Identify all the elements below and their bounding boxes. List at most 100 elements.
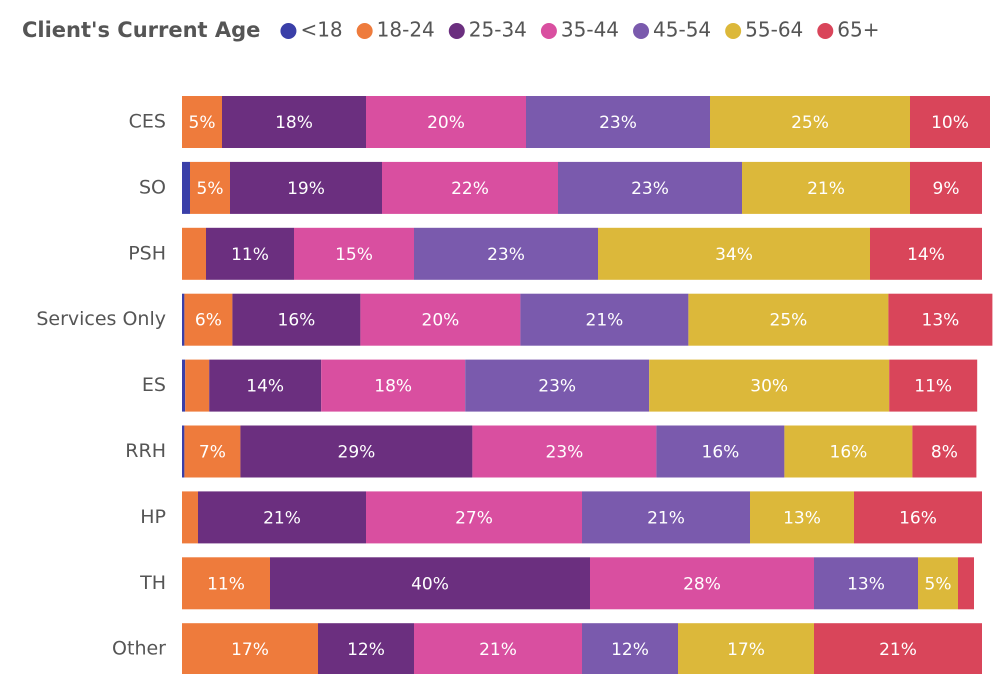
data-label: 34%: [715, 245, 753, 265]
data-label: 15%: [335, 245, 373, 265]
bar-segment: [688, 293, 889, 346]
bar-segment: [184, 293, 233, 346]
legend-label: <18: [300, 18, 342, 42]
bar-segment: [888, 293, 993, 346]
legend-marker: [356, 23, 373, 39]
y-tick-label: ES: [142, 374, 166, 396]
data-label: 5%: [189, 113, 216, 133]
data-label: 11%: [231, 245, 269, 265]
bar-segment: [590, 557, 814, 610]
data-label: 13%: [847, 574, 885, 594]
bar-segment: [182, 227, 206, 280]
bar-segment: [910, 96, 990, 148]
bar-segment: [184, 425, 241, 478]
bar-segment: [918, 557, 958, 610]
data-label: 25%: [791, 113, 829, 133]
bar-segment: [649, 359, 890, 412]
data-label: 23%: [546, 443, 584, 463]
data-label: 16%: [702, 443, 740, 463]
data-label: 16%: [899, 508, 937, 528]
data-label: 21%: [879, 640, 917, 660]
y-tick-label: Other: [112, 638, 166, 660]
bar-segment: [742, 161, 910, 214]
data-label: 12%: [611, 640, 649, 660]
bar-segment: [750, 491, 854, 544]
bar-segment: [382, 161, 558, 214]
bar-segment: [222, 96, 366, 148]
bar-segment: [912, 425, 977, 478]
data-label: 18%: [374, 377, 412, 397]
legend-marker: [540, 23, 557, 39]
y-tick-label: PSH: [128, 242, 166, 264]
data-label: 16%: [278, 311, 316, 331]
data-label: 5%: [197, 179, 224, 199]
bar-segment: [232, 293, 361, 346]
data-label: 14%: [246, 377, 284, 397]
bar-segment: [598, 227, 870, 280]
data-label: 29%: [338, 443, 376, 463]
bar-segment: [414, 227, 598, 280]
bar-segment: [814, 623, 982, 674]
data-label: 11%: [914, 377, 952, 397]
data-label: 19%: [287, 179, 325, 199]
data-label: 6%: [195, 311, 222, 331]
data-label: 7%: [199, 443, 226, 463]
data-label: 14%: [907, 245, 945, 265]
bar-segment: [870, 227, 982, 280]
legend-marker: [725, 23, 742, 39]
bar-segment: [182, 293, 185, 346]
bar-segment: [182, 96, 222, 148]
bar-segment: [558, 161, 742, 214]
data-label: 11%: [207, 574, 245, 594]
legend-label: 45-54: [653, 18, 711, 42]
bar-segment: [182, 161, 190, 214]
legend-label: 55-64: [745, 18, 803, 42]
legend-label: 65+: [837, 18, 879, 42]
legend-marker: [280, 23, 297, 39]
y-tick-label: Services Only: [36, 308, 166, 330]
data-label: 21%: [647, 508, 685, 528]
data-label: 25%: [770, 311, 808, 331]
bar-segment: [360, 293, 521, 346]
legend-label: 35-44: [561, 18, 619, 42]
bar-segment: [958, 557, 974, 610]
bar-segment: [294, 227, 414, 280]
bar-segment: [582, 491, 750, 544]
data-label: 21%: [479, 640, 517, 660]
data-label: 17%: [231, 640, 269, 660]
bar-segment: [582, 623, 678, 674]
data-label: 21%: [586, 311, 624, 331]
bar-segment: [520, 293, 689, 346]
data-label: 10%: [931, 113, 969, 133]
y-tick-label: TH: [139, 572, 166, 594]
data-label: 28%: [683, 574, 721, 594]
data-label: 16%: [830, 443, 868, 463]
data-label: 18%: [275, 113, 313, 133]
bar-segment: [209, 359, 322, 412]
bar-segment: [472, 425, 657, 478]
bar-segment: [230, 161, 382, 214]
chart-title: Client's Current Age: [22, 18, 260, 42]
data-label: 17%: [727, 640, 765, 660]
data-label: 21%: [263, 508, 301, 528]
bar-segment: [182, 557, 270, 610]
bar-segment: [182, 491, 198, 544]
bar-segment: [318, 623, 414, 674]
bar-segment: [656, 425, 785, 478]
bar-segment: [710, 96, 910, 148]
data-label: 30%: [750, 377, 788, 397]
data-label: 21%: [807, 179, 845, 199]
data-label: 20%: [427, 113, 465, 133]
bar-segment: [240, 425, 473, 478]
data-label: 23%: [538, 377, 576, 397]
data-label: 23%: [599, 113, 637, 133]
data-label: 23%: [631, 179, 669, 199]
bar-segment: [321, 359, 466, 412]
bar-segment: [889, 359, 978, 412]
bar-segment: [182, 623, 318, 674]
legend-label: 18-24: [377, 18, 435, 42]
data-label: 20%: [422, 311, 460, 331]
bar-segment: [414, 623, 582, 674]
bar-segment: [185, 359, 210, 412]
